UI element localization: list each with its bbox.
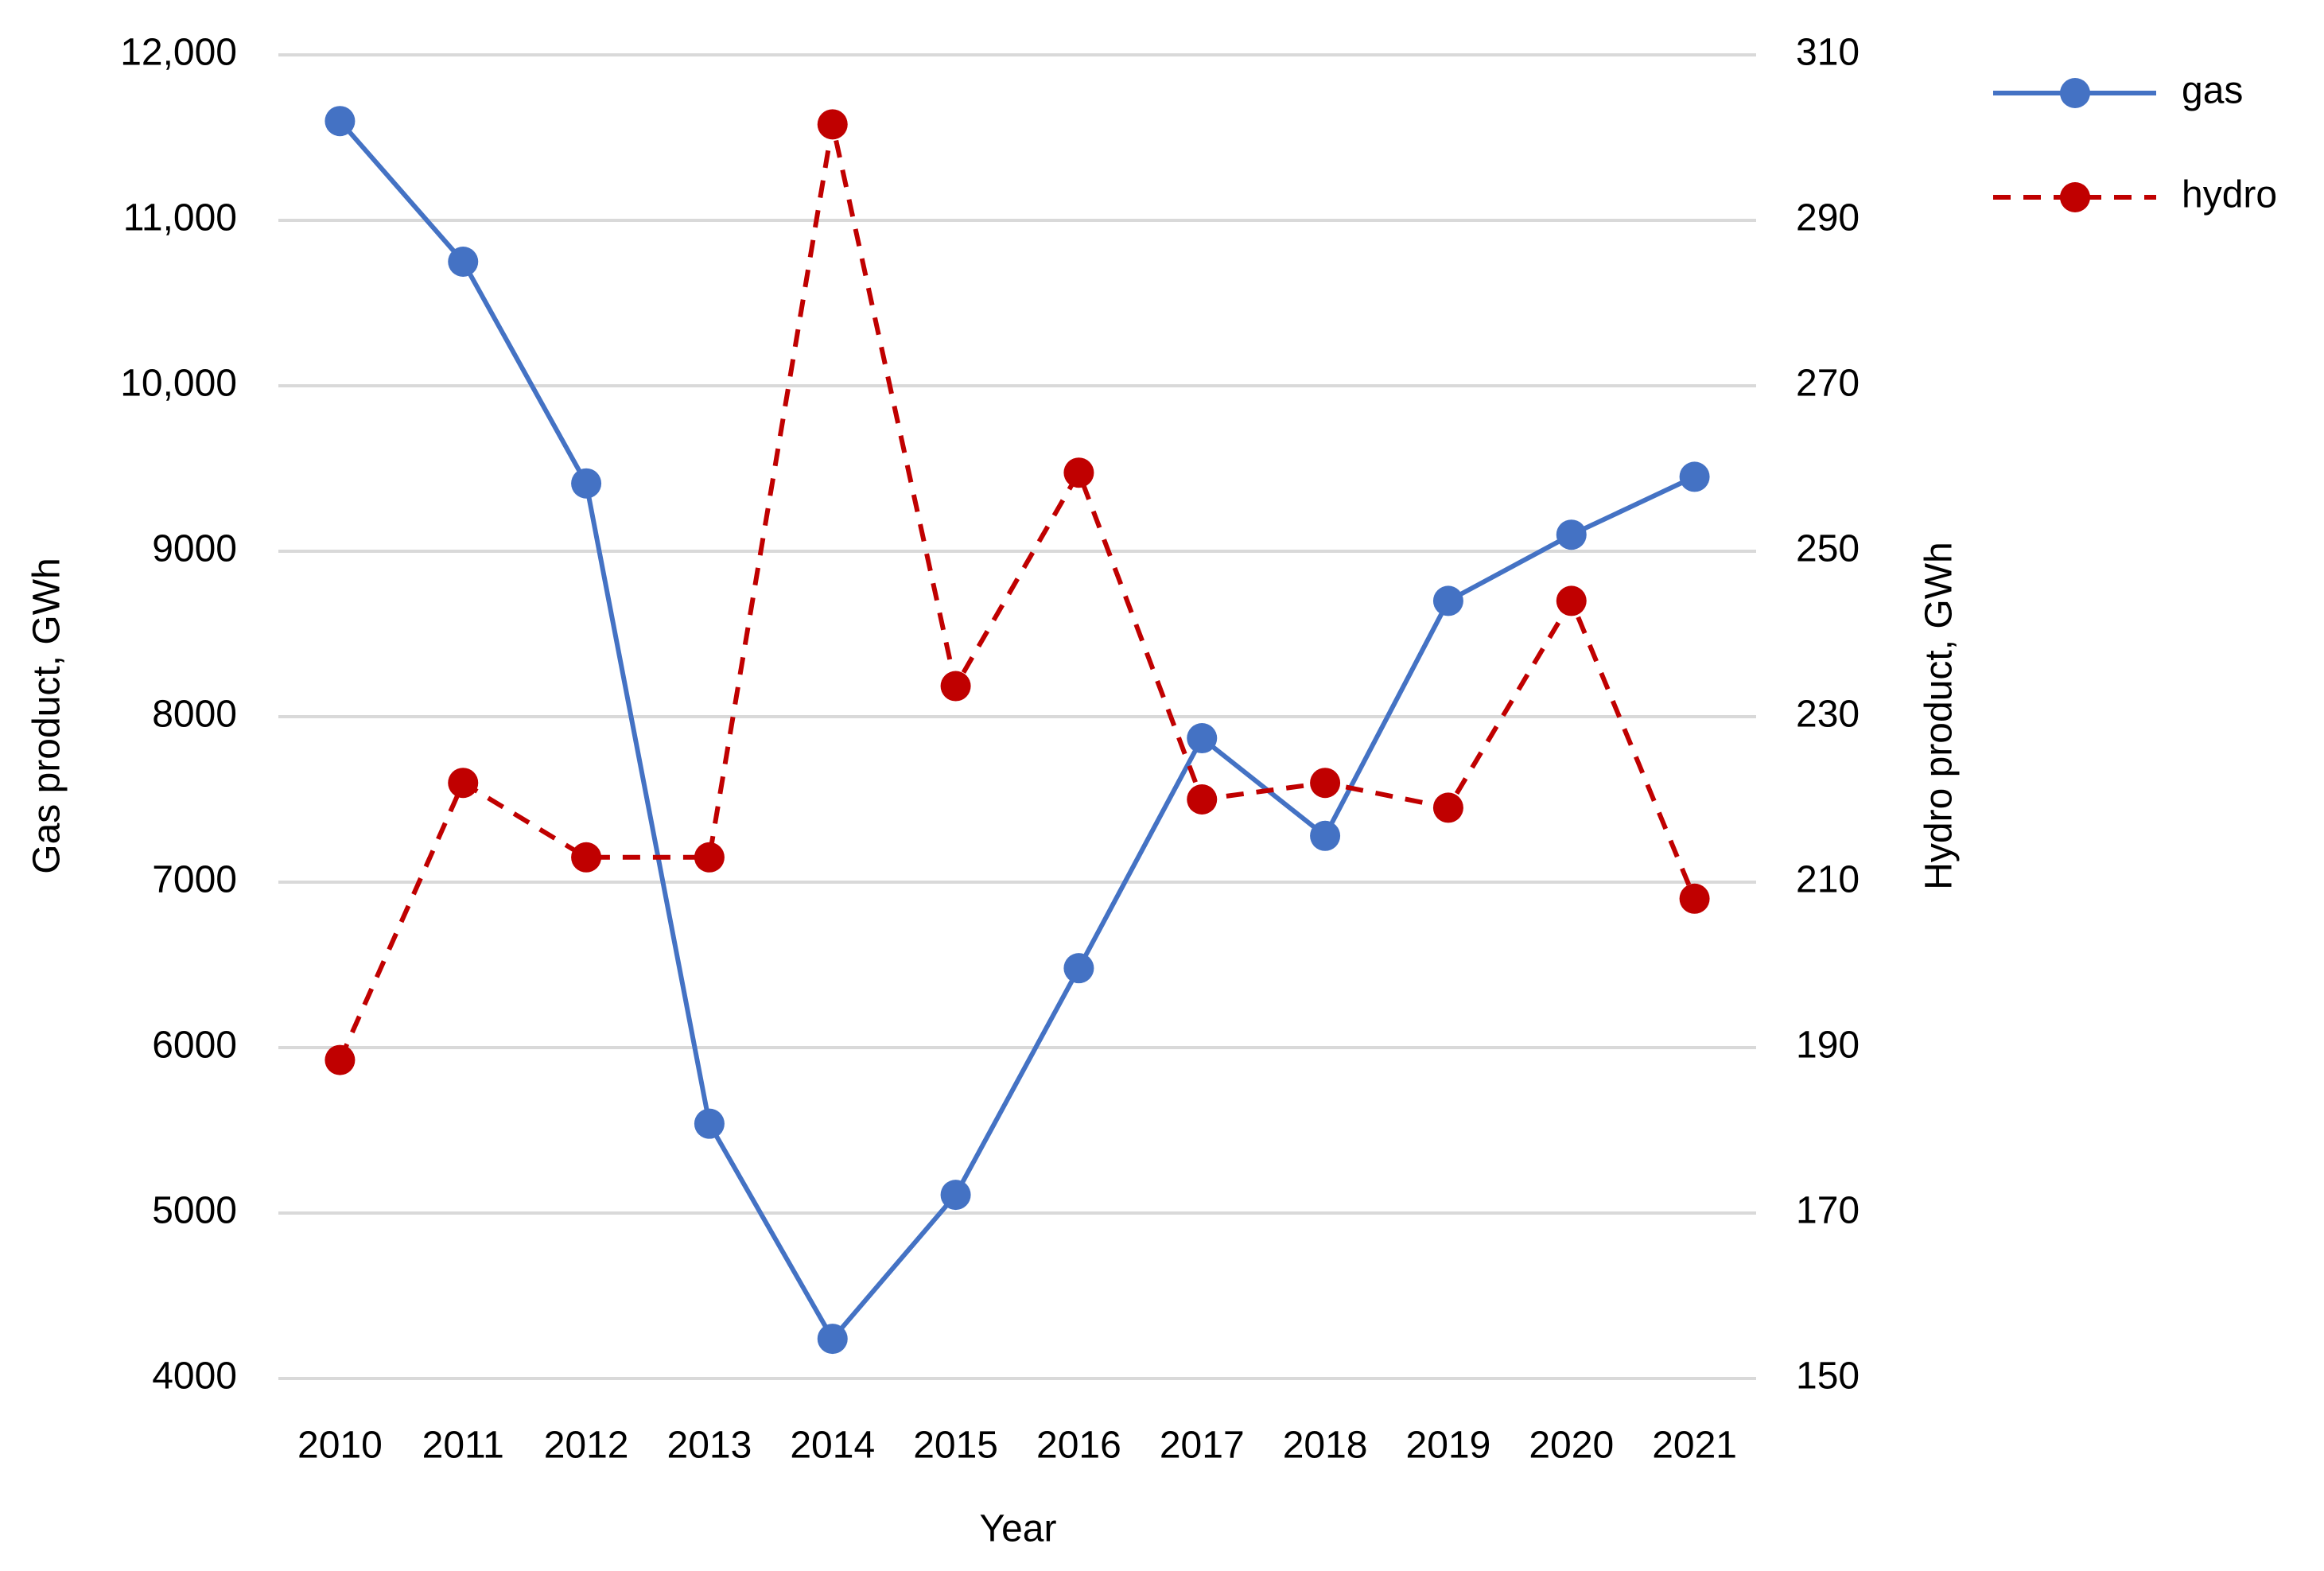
x-tick-label: 2012 xyxy=(544,1425,629,1467)
series-line xyxy=(338,119,1696,1344)
data-point xyxy=(694,842,725,873)
data-point xyxy=(1556,585,1587,616)
x-tick-label: 2018 xyxy=(1283,1425,1368,1467)
x-tick-label: 2014 xyxy=(790,1425,875,1467)
data-point xyxy=(571,842,602,873)
data-point xyxy=(1432,792,1463,823)
y-tick-label: 8000 xyxy=(152,694,237,736)
data-point xyxy=(817,1324,848,1355)
y-tick-label: 9000 xyxy=(152,528,237,570)
data-point xyxy=(1187,723,1218,754)
y2-axis-title: Hydro product, GWh xyxy=(1918,542,1961,889)
x-tick-label: 2013 xyxy=(667,1425,752,1467)
legend-label: gas xyxy=(2182,70,2243,112)
y2-tick-label: 290 xyxy=(1796,197,1860,239)
legend-marker xyxy=(2060,182,2090,212)
y2-tick-label: 150 xyxy=(1796,1355,1860,1398)
x-tick-label: 2015 xyxy=(913,1425,998,1467)
y-tick-label: 6000 xyxy=(152,1025,237,1067)
data-point xyxy=(694,1108,725,1139)
x-tick-label: 2021 xyxy=(1652,1425,1737,1467)
data-point xyxy=(1679,461,1710,492)
data-point xyxy=(940,671,971,702)
y2-tick-label: 190 xyxy=(1796,1025,1860,1067)
data-point xyxy=(1187,784,1218,815)
y-tick-label: 4000 xyxy=(152,1355,237,1398)
x-tick-label: 2019 xyxy=(1406,1425,1491,1467)
x-axis-title: Year xyxy=(980,1508,1057,1550)
data-point xyxy=(448,768,479,799)
data-point xyxy=(1063,953,1094,984)
y2-tick-label: 230 xyxy=(1796,694,1860,736)
data-point xyxy=(448,247,479,277)
x-tick-label: 2020 xyxy=(1529,1425,1614,1467)
y-tick-label: 11,000 xyxy=(123,197,237,239)
legend-marker xyxy=(2060,78,2090,108)
data-point xyxy=(571,468,602,499)
x-tick-label: 2011 xyxy=(422,1425,504,1467)
legend-label: hydro xyxy=(2182,174,2277,216)
y-tick-label: 7000 xyxy=(152,859,237,901)
y2-tick-label: 270 xyxy=(1796,363,1860,405)
y2-tick-label: 170 xyxy=(1796,1190,1860,1232)
y-tick-label: 5000 xyxy=(152,1190,237,1232)
data-point xyxy=(1679,883,1710,914)
x-tick-label: 2016 xyxy=(1036,1425,1121,1467)
y2-tick-label: 250 xyxy=(1796,528,1860,570)
y2-tick-label: 210 xyxy=(1796,859,1860,901)
data-point xyxy=(325,1044,356,1075)
data-point xyxy=(1063,457,1094,488)
data-point xyxy=(1310,820,1341,851)
y-tick-label: 12,000 xyxy=(120,32,237,74)
y-tick-label: 10,000 xyxy=(120,363,237,405)
data-point xyxy=(817,109,848,140)
data-point xyxy=(325,106,356,137)
data-point xyxy=(940,1180,971,1211)
x-tick-label: 2017 xyxy=(1160,1425,1245,1467)
y2-tick-label: 310 xyxy=(1796,32,1860,74)
data-point xyxy=(1556,519,1587,550)
data-point xyxy=(1432,585,1463,616)
series-line xyxy=(337,123,1697,1061)
x-tick-label: 2010 xyxy=(297,1425,383,1467)
data-point xyxy=(1310,768,1341,799)
y-axis-title: Gas product, GWh xyxy=(26,558,68,873)
